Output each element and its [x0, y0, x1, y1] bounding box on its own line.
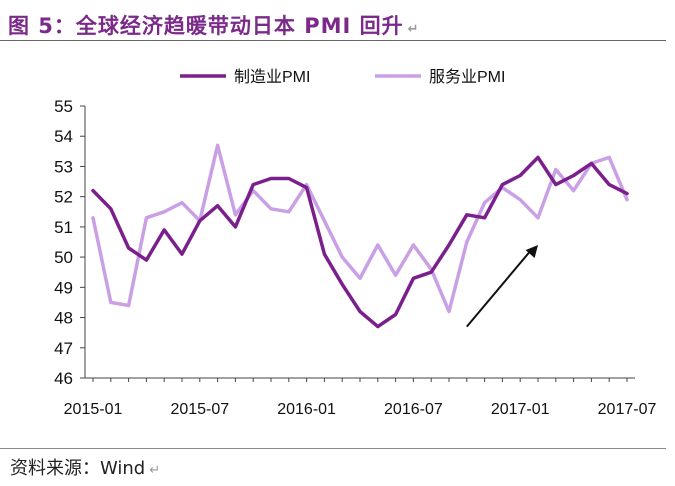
y-tick-label: 54	[54, 127, 73, 146]
legend-label: 服务业PMI	[429, 68, 505, 86]
title-divider	[0, 40, 666, 41]
source-divider	[0, 448, 666, 449]
legend-label: 制造业PMI	[234, 68, 310, 86]
arrow-head-icon	[525, 245, 538, 259]
y-tick-label: 50	[54, 248, 73, 267]
pmi-line-chart: 46 47 48 49 50 51 52 53 54 55 2015-01 2015-07 2016-0…	[54, 68, 657, 418]
source-note: 资料来源：Wind ↵	[10, 454, 160, 480]
y-tick-label: 55	[54, 97, 73, 116]
x-tick-label: 2015-01	[64, 401, 123, 418]
x-tick-label: 2016-01	[277, 401, 336, 418]
paragraph-mark-icon: ↵	[149, 463, 161, 478]
series-line-制造业PMI	[91, 155, 629, 329]
figure-title: 图 5：全球经济趋暖带动日本 PMI 回升 ↵	[8, 10, 420, 40]
x-tick-label: 2017-07	[598, 401, 657, 418]
x-tick-label: 2016-07	[384, 401, 443, 418]
y-tick-label: 51	[54, 218, 73, 237]
x-tick-label: 2015-07	[170, 401, 229, 418]
y-tick-label: 52	[54, 188, 73, 207]
chart-container: 46 47 48 49 50 51 52 53 54 55 2015-01 2015-07 2016-0…	[0, 46, 675, 446]
y-tick-label: 46	[54, 369, 73, 388]
figure-title-bar: 图 5：全球经济趋暖带动日本 PMI 回升 ↵	[8, 6, 668, 40]
y-tick-label: 49	[54, 278, 73, 297]
x-tick-label: 2017-01	[491, 401, 550, 418]
source-text: 资料来源：Wind	[10, 458, 146, 479]
trend-arrow-line	[466, 248, 533, 328]
series-line-服务业PMI	[91, 143, 629, 314]
y-tick-label: 48	[54, 309, 73, 328]
paragraph-mark-icon: ↵	[407, 22, 420, 37]
y-tick-label: 53	[54, 157, 73, 176]
figure-title-text: 图 5：全球经济趋暖带动日本 PMI 回升	[8, 14, 404, 38]
y-tick-label: 47	[54, 339, 73, 358]
